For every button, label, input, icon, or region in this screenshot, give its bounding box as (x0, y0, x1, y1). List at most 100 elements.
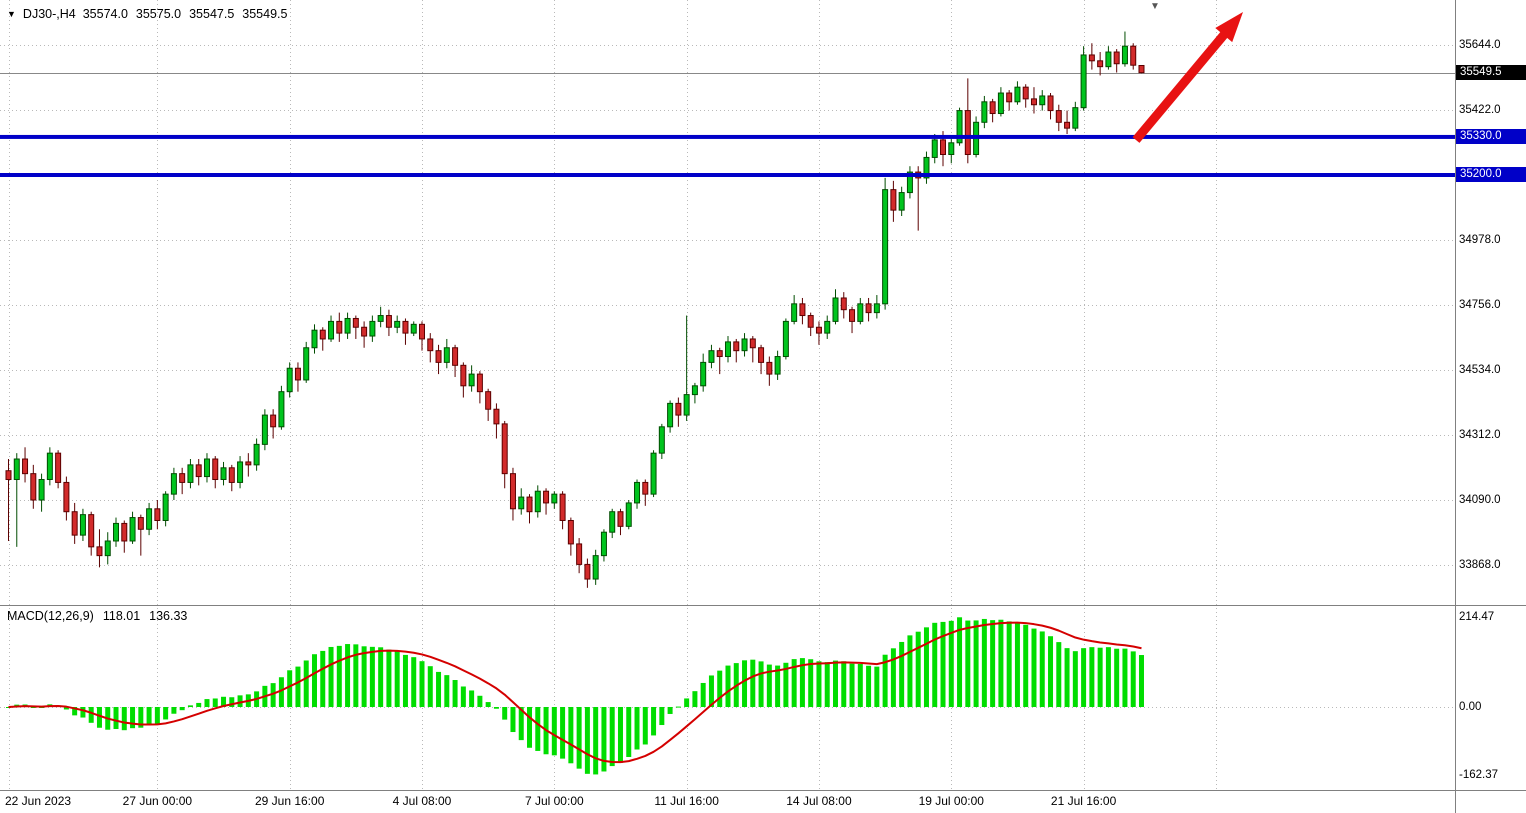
candle-body (129, 517, 136, 542)
macd-bar (576, 707, 582, 769)
macd-bar (477, 695, 483, 707)
macd-bar (212, 698, 218, 707)
macd-bar (444, 675, 450, 707)
trend-arrow[interactable] (1132, 12, 1243, 143)
candle-body (1080, 54, 1087, 109)
candle-body (948, 142, 955, 156)
candle-body (625, 502, 632, 527)
candle-body (203, 458, 210, 478)
time-tick-label: 21 Jul 16:00 (1050, 794, 1117, 808)
candle-body (526, 496, 533, 513)
candle-body (344, 317, 351, 334)
candle-body (427, 338, 434, 352)
collapse-icon[interactable]: ▼ (7, 9, 16, 19)
macd-bar (221, 696, 227, 707)
candle-body (741, 338, 748, 352)
ohlc-close: 35549.5 (242, 7, 288, 21)
candle-body (104, 540, 111, 557)
candle-body (245, 461, 252, 466)
macd-bar (700, 682, 706, 707)
macd-bar (80, 707, 86, 718)
macd-bar (1048, 636, 1054, 707)
macd-bar (1064, 648, 1070, 707)
candle-body (691, 385, 698, 396)
macd-bar (1023, 624, 1029, 707)
candle-body (270, 414, 277, 428)
macd-bar (742, 660, 748, 707)
candle-body (369, 320, 376, 337)
macd-bar (1072, 651, 1078, 707)
time-tick-label: 27 Jun 00:00 (122, 794, 193, 808)
candle-body (452, 347, 459, 366)
symbol-period-label: DJ30-,H4 (22, 7, 76, 21)
chart-shift-marker-icon[interactable]: ▼ (1150, 1, 1160, 12)
time-tick-label: 29 Jun 16:00 (254, 794, 325, 808)
candle-body (733, 341, 740, 352)
candle-body (394, 320, 401, 328)
candle-body (1022, 86, 1029, 100)
time-tick-label: 14 Jul 08:00 (786, 794, 852, 808)
macd-bar (502, 707, 508, 720)
candle-body (882, 189, 889, 305)
candle-body (96, 546, 103, 557)
candle-body (758, 347, 765, 363)
candle-body (873, 303, 880, 314)
macd-bar (171, 707, 177, 714)
candle-body (832, 297, 839, 322)
macd-signal-line (8, 621, 1142, 764)
candle-body (634, 481, 641, 504)
candle-body (22, 458, 29, 475)
candle-body (460, 364, 467, 387)
macd-bar (601, 707, 607, 772)
candle-body (824, 320, 831, 334)
macd-bar (1138, 655, 1144, 707)
macd-bar (436, 671, 442, 707)
macd-bar (1105, 647, 1111, 707)
macd-bar (915, 631, 921, 707)
macd-bar (295, 666, 301, 707)
macd-bar (841, 661, 847, 707)
macd-bar (882, 654, 888, 707)
candle-body (700, 361, 707, 387)
support-level-tag: 35200.0 (1456, 166, 1526, 182)
candle-body (71, 511, 78, 536)
macd-bar (874, 666, 880, 707)
candle-body (1047, 95, 1054, 112)
macd-bar (667, 707, 673, 714)
price-tick-label: 33868.0 (1459, 558, 1501, 571)
macd-bar (427, 666, 433, 707)
candle-body (592, 555, 599, 580)
macd-bar (1056, 642, 1062, 707)
candle-body (1097, 60, 1104, 68)
macd-bar (1122, 648, 1128, 707)
price-tick-label: 34756.0 (1459, 298, 1501, 311)
macd-bar (857, 664, 863, 707)
candle-body (352, 317, 359, 328)
macd-bar (675, 706, 681, 708)
macd-bar (328, 646, 334, 707)
candle-body (311, 329, 318, 349)
candle-body (121, 522, 128, 542)
candle-body (38, 479, 45, 501)
candle-body (1014, 86, 1021, 103)
candle-body (584, 563, 591, 580)
candle-body (443, 347, 450, 363)
candle-body (559, 493, 566, 521)
macd-bar (361, 646, 367, 707)
candle-body (1055, 110, 1062, 123)
candle-body (195, 464, 202, 478)
level-line (0, 134, 1455, 139)
macd-bar (725, 665, 731, 707)
candle-body (543, 490, 550, 504)
macd-bar (419, 661, 425, 707)
candle-body (567, 519, 574, 545)
candle-body (509, 473, 516, 510)
macd-bar (642, 707, 648, 745)
candle-body (683, 394, 690, 416)
candle-body (534, 490, 541, 513)
candle-body (493, 408, 500, 425)
macd-bar (270, 683, 276, 707)
macd-bar (311, 654, 317, 707)
